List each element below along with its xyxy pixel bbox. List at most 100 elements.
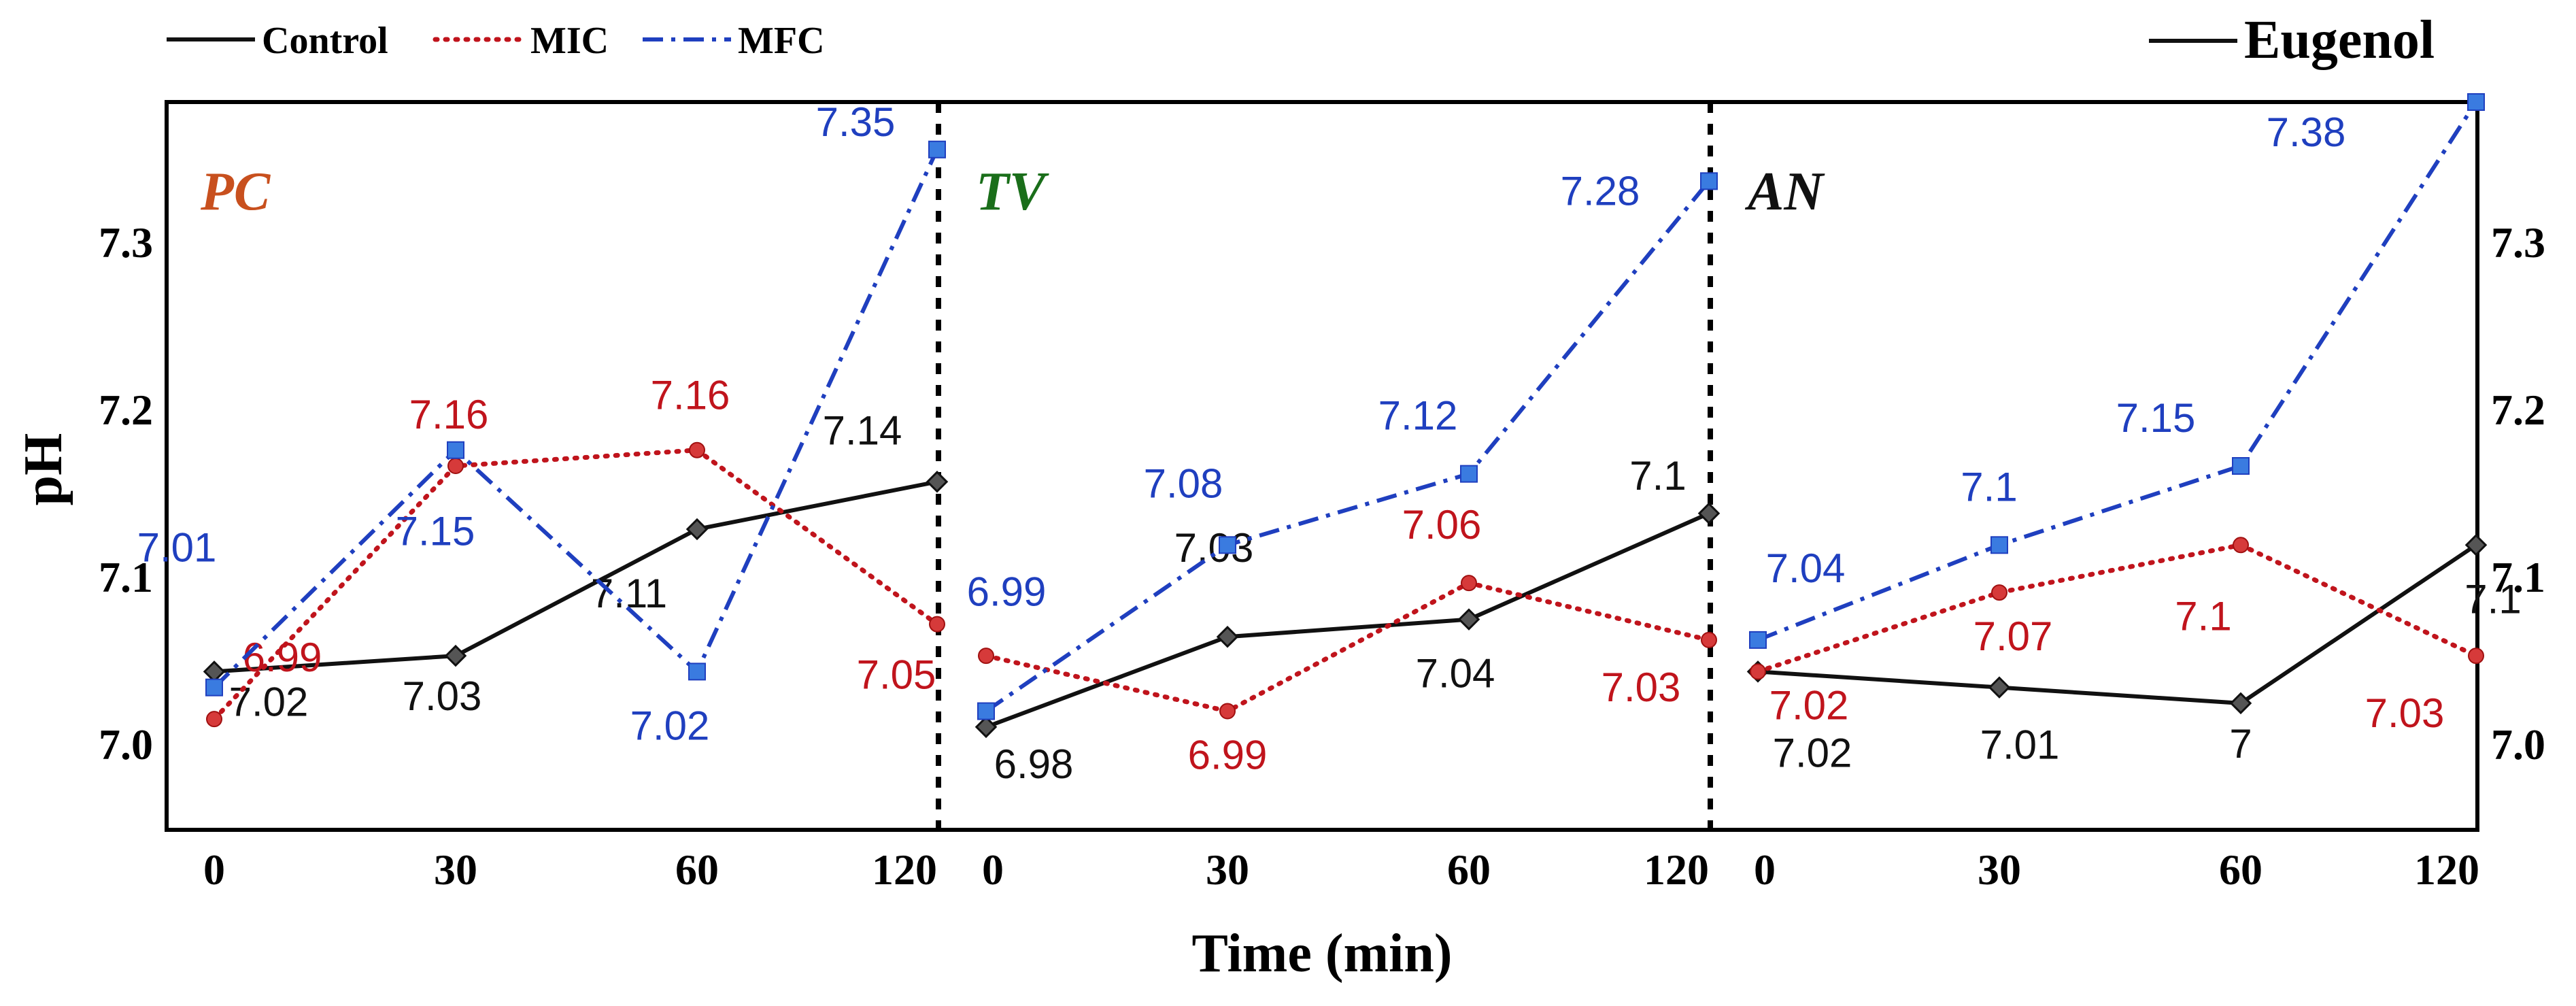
data-label-an-mfc: 7.1 — [1961, 464, 2017, 509]
data-point-pc-mfc — [205, 678, 223, 697]
data-label-tv-mfc: 7.08 — [1144, 460, 1223, 506]
x-tick: 120 — [2414, 845, 2479, 894]
y-tick-right: 7.0 — [2491, 720, 2545, 769]
data-label-an-control: 7.01 — [1980, 722, 2060, 768]
data-label-pc-control: 7.03 — [403, 673, 482, 719]
panel-label-tv: TV — [976, 162, 1049, 222]
data-point-an-mic — [2468, 648, 2484, 665]
series-line-pc-mic — [211, 448, 940, 722]
data-label-an-mfc: 7.15 — [2116, 395, 2196, 441]
data-point-tv-mic — [978, 648, 994, 665]
x-tick: 0 — [203, 845, 225, 894]
data-point-pc-mic — [929, 616, 945, 633]
data-label-an-mic: 7.1 — [2175, 593, 2231, 639]
series-line-an-control — [1757, 543, 2477, 705]
data-label-an-control: 7.1 — [2464, 576, 2521, 622]
data-label-an-mic: 7.07 — [1973, 614, 2053, 659]
data-point-tv-control — [1457, 608, 1480, 631]
data-label-pc-mic: 6.99 — [243, 635, 322, 680]
y-axis-left: 7.0 7.1 7.2 7.3 — [99, 218, 153, 769]
y-tick-left: 7.0 — [99, 720, 153, 769]
data-label-tv-mfc: 6.99 — [967, 569, 1047, 615]
x-tick: 0 — [1754, 845, 1776, 894]
x-axis-title: Time (min) — [1192, 924, 1453, 984]
data-point-tv-control — [975, 716, 998, 739]
series-line-tv-control — [985, 512, 1710, 729]
y-tick-right: 7.3 — [2491, 218, 2545, 267]
data-label-tv-mic: 7.06 — [1402, 502, 1482, 548]
panel-label-pc: PC — [200, 162, 271, 222]
x-tick: 60 — [2219, 845, 2263, 894]
y-axis-right: 7.0 7.1 7.2 7.3 — [2491, 218, 2545, 769]
data-point-an-mic — [1991, 584, 2007, 601]
data-point-tv-mic — [1461, 575, 1477, 592]
x-tick: 120 — [1644, 845, 1709, 894]
x-tick: 0 — [982, 845, 1004, 894]
plot-frame — [165, 100, 2479, 832]
data-label-pc-mfc: 7.01 — [137, 525, 217, 571]
data-point-pc-control — [203, 660, 226, 683]
data-point-tv-mfc — [977, 702, 995, 720]
data-point-pc-mic — [447, 458, 464, 474]
data-label-tv-control: 7.1 — [1629, 453, 1686, 499]
data-label-pc-mfc: 7.15 — [396, 509, 475, 554]
series-line-tv-mfc — [985, 180, 1711, 714]
data-label-an-control: 7.02 — [1773, 730, 1852, 775]
legend: Control MIC MFC Eugenol — [167, 10, 2435, 70]
x-tick: 30 — [1978, 845, 2021, 894]
legend-label-mfc: MFC — [738, 20, 825, 62]
data-label-pc-mic: 7.05 — [857, 652, 936, 698]
data-point-pc-mfc — [928, 140, 946, 158]
data-point-an-mfc — [2467, 93, 2485, 111]
y-tick-left: 7.2 — [99, 386, 153, 434]
data-label-tv-control: 7.04 — [1416, 651, 1495, 697]
data-label-tv-mic: 7.03 — [1601, 665, 1681, 710]
data-point-an-mfc — [2232, 457, 2250, 475]
series-line-pc-control — [214, 480, 938, 674]
data-label-pc-mic: 7.16 — [409, 392, 489, 437]
data-point-tv-mic — [1701, 631, 1717, 648]
data-point-pc-mic — [206, 711, 222, 728]
data-point-an-control — [1988, 676, 2011, 699]
x-tick: 60 — [675, 845, 719, 894]
data-label-tv-mfc: 7.12 — [1378, 393, 1458, 439]
data-label-tv-control: 6.98 — [994, 741, 1074, 787]
series-line-pc-mfc — [212, 148, 939, 689]
series-line-an-mic — [1755, 542, 2479, 674]
data-point-pc-mfc — [447, 441, 464, 459]
panel-label-an: AN — [1744, 162, 1825, 222]
legend-label-mic: MIC — [530, 20, 609, 62]
data-point-tv-control — [1697, 502, 1721, 525]
series-line-an-mfc — [1757, 101, 2478, 642]
data-point-tv-mfc — [1460, 465, 1478, 483]
y-tick-right: 7.1 — [2491, 553, 2545, 601]
y-tick-right: 7.2 — [2491, 386, 2545, 434]
data-label-an-mic: 7.03 — [2365, 690, 2445, 736]
data-label-an-mfc: 7.04 — [1766, 546, 1846, 591]
y-axis-title: pH — [14, 433, 73, 506]
data-point-an-mic — [2233, 537, 2249, 554]
data-point-tv-control — [1216, 625, 1239, 648]
data-label-pc-mfc: 7.35 — [816, 99, 896, 145]
data-point-pc-mfc — [688, 663, 706, 681]
data-label-pc-control: 7.14 — [823, 407, 902, 453]
data-point-an-mfc — [1749, 631, 1767, 649]
data-label-tv-mic: 6.99 — [1188, 733, 1268, 778]
data-label-an-mic: 7.02 — [1769, 682, 1849, 728]
data-point-an-mfc — [1990, 536, 2008, 554]
data-point-an-control — [2229, 692, 2252, 715]
x-tick: 60 — [1447, 845, 1491, 894]
plot-layer: 7.02 7.037.117.146.997.16 7.167.057.01 7.15… — [137, 93, 2522, 787]
x-tick: 30 — [1206, 845, 1249, 894]
data-point-pc-mic — [689, 441, 705, 458]
data-point-tv-mic — [1219, 703, 1236, 720]
series-line-tv-mic — [983, 580, 1712, 714]
x-tick: 120 — [872, 845, 937, 894]
x-axis: 0 30 60 120 0 30 60 120 0 30 60 120 — [203, 845, 2479, 894]
x-tick: 30 — [434, 845, 477, 894]
data-point-pc-control — [444, 644, 467, 667]
data-point-pc-control — [685, 518, 709, 541]
data-point-pc-control — [926, 470, 949, 493]
data-point-an-mic — [1750, 663, 1766, 680]
